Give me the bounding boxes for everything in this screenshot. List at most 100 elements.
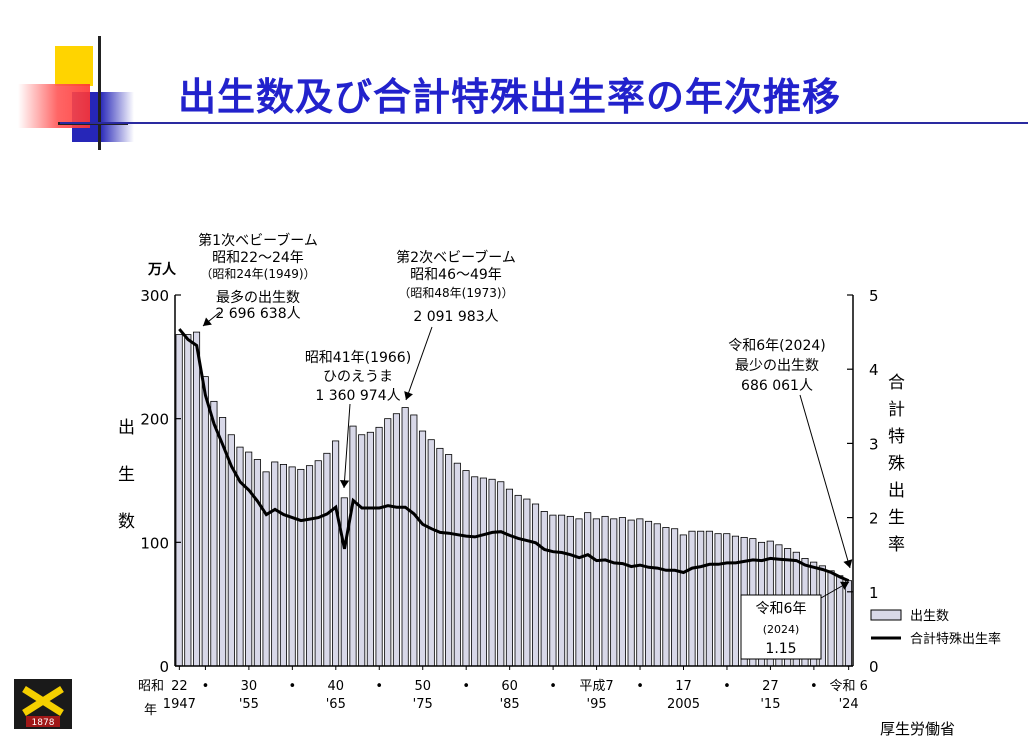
bar: [340, 497, 348, 667]
annotation-first-boom: 第1次ベビーブーム: [198, 232, 318, 249]
right-tick-label: 3: [869, 435, 879, 453]
x-tick-label: •: [375, 679, 383, 694]
arrow-head: [203, 317, 212, 326]
x-tick-label-2: 2005: [667, 697, 700, 712]
annotation-first-boom: 最多の出生数: [216, 289, 300, 306]
bar: [723, 533, 731, 667]
left-unit-label: 万人: [147, 261, 177, 278]
bar: [288, 466, 296, 667]
tfr-line: [178, 328, 850, 583]
x-tick-label-2: 1947: [163, 697, 196, 712]
bar: [245, 451, 253, 667]
bar: [601, 515, 609, 667]
bar: [488, 478, 496, 667]
bar: [505, 488, 513, 667]
bar: [323, 452, 331, 667]
right-tick-label: 1: [869, 584, 879, 602]
annotation-second-boom: （昭和48年(1973)）: [398, 286, 513, 300]
x-tick-label-2: '95: [587, 697, 607, 712]
bar: [549, 514, 557, 667]
legend-label: 出生数: [910, 609, 949, 624]
bar: [827, 570, 835, 667]
arrow-head: [840, 581, 849, 590]
bar: [497, 481, 505, 667]
bar: [462, 470, 470, 667]
slide-title: 出生数及び合計特殊出生率の年次推移: [178, 75, 842, 119]
left-tick-label: 300: [140, 287, 169, 305]
bar: [679, 534, 687, 667]
arrow-line: [799, 394, 851, 569]
bar: [671, 528, 679, 667]
x-tick-label: 27: [762, 679, 779, 694]
right-axis-title-char: 殊: [888, 454, 905, 474]
right-tick-label: 5: [869, 287, 879, 305]
annotation-tfr-box: 令和6年: [756, 601, 807, 617]
annotation-second-boom: 2 091 983人: [413, 309, 498, 325]
right-tick-label: 4: [869, 361, 879, 379]
svg-text:1878: 1878: [32, 718, 55, 728]
bar: [471, 476, 479, 667]
x-tick-label: 30: [241, 679, 258, 694]
x-era-label: 年: [144, 703, 157, 718]
x-tick-label: •: [462, 679, 470, 694]
right-tick-label: 0: [869, 658, 879, 676]
bar: [610, 518, 618, 667]
bar: [375, 426, 383, 667]
deco-yellow-square: [55, 46, 93, 86]
annotation-hinoeuma: 昭和41年(1966): [305, 350, 411, 366]
arrow-line: [343, 403, 351, 489]
bar: [279, 464, 287, 667]
right-axis-title-char: 出: [888, 481, 905, 501]
bar: [697, 530, 705, 667]
bar: [566, 515, 574, 667]
bar: [627, 519, 635, 667]
bar: [836, 575, 844, 667]
annotation-latest: 686 061人: [741, 378, 813, 394]
bar: [540, 511, 548, 667]
legend-bar-swatch: [870, 609, 902, 621]
bar: [401, 407, 409, 667]
x-tick-label: •: [289, 679, 297, 694]
bar: [332, 440, 340, 667]
bar: [305, 465, 314, 667]
bar: [618, 517, 626, 667]
bar: [445, 454, 453, 667]
legend-label: 合計特殊出生率: [910, 631, 1001, 647]
x-tick-label-2: '15: [760, 697, 780, 712]
x-tick-label: 50: [414, 679, 431, 694]
bar: [514, 494, 522, 667]
bar: [479, 477, 487, 667]
ministry-logo-icon: 1878: [14, 679, 72, 729]
bar: [297, 468, 305, 667]
annotation-latest: 令和6年(2024): [728, 338, 825, 354]
left-axis-title-char: 出: [118, 418, 135, 438]
x-tick-label: 17: [675, 679, 692, 694]
bar: [523, 498, 531, 667]
right-tick-label: 2: [869, 510, 879, 528]
right-axis-title-char: 特: [888, 427, 905, 447]
bar: [644, 520, 653, 667]
bar: [314, 460, 322, 667]
title-underline: [60, 122, 1028, 124]
bar: [427, 439, 435, 667]
arrow-line: [405, 326, 433, 401]
bar: [436, 447, 444, 667]
x-tick-label: •: [636, 679, 644, 694]
arrow-head: [404, 391, 413, 400]
left-axis-title-char: 生: [118, 465, 135, 485]
bar: [531, 503, 540, 667]
left-tick-label: 0: [159, 658, 169, 676]
bar: [705, 530, 713, 667]
bar: [271, 461, 279, 667]
annotation-first-boom: 2 696 638人: [215, 306, 300, 322]
bar: [192, 331, 201, 667]
x-tick-label: •: [549, 679, 557, 694]
deco-red-square: [18, 84, 90, 128]
x-tick-label-2: '85: [500, 697, 520, 712]
bar: [219, 417, 227, 667]
annotation-hinoeuma: ひのえうま: [323, 369, 393, 385]
x-tick-label: 平成7: [579, 679, 613, 694]
annotation-hinoeuma: 1 360 974人: [315, 388, 400, 404]
annotation-tfr-box: (2024): [763, 623, 800, 636]
